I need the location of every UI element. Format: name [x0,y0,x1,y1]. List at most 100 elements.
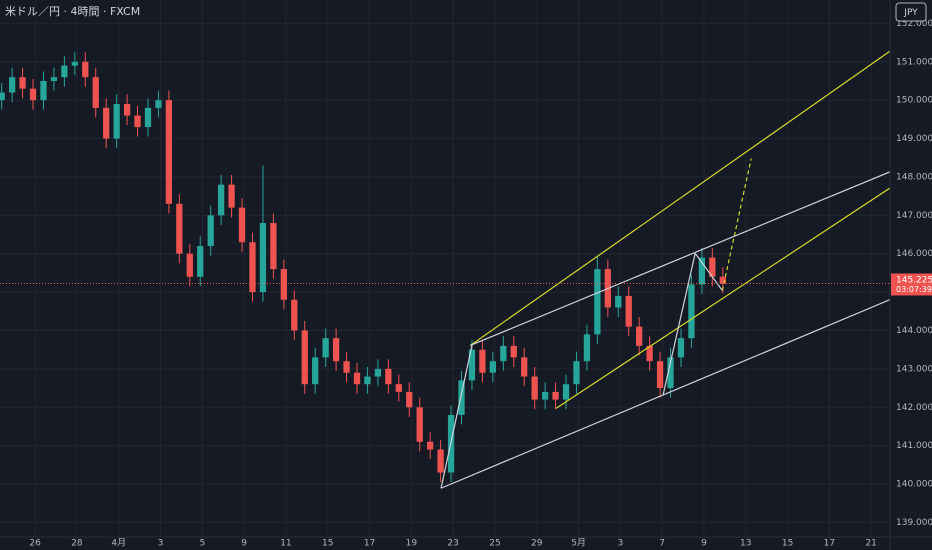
trend-line [469,50,890,346]
candle-body [82,61,89,78]
y-tick-label: 140.000 [896,480,932,490]
trend-line [662,253,696,396]
candle-body [500,345,507,362]
candle-body [207,215,214,247]
x-tick-label: 17 [364,539,375,549]
candle-body [19,77,26,89]
y-tick-label: 152.000 [896,19,932,29]
x-tick-label: 15 [322,539,333,549]
x-tick-label: 3 [617,539,623,549]
candle-body [395,384,402,392]
trend-line [555,187,890,409]
grid [0,0,890,537]
x-tick-label: 23 [447,539,458,549]
candle-body [583,334,591,362]
candle-body [427,441,434,450]
x-tick-label: 19 [406,539,418,549]
candle-body [123,104,131,116]
x-tick-label: 25 [489,539,500,549]
trend-line [470,171,890,347]
candle-body [636,326,643,346]
candle-body [291,299,298,331]
candle-body [113,104,120,139]
x-tick-label: 15 [782,539,793,549]
x-tick-label: 26 [29,539,41,549]
candle-body [8,77,16,93]
trend-line [440,345,473,489]
candle-body [573,361,580,385]
candle-body [458,380,465,415]
y-tick-label: 142.000 [896,403,932,413]
candle-body [709,257,716,277]
candle-body [374,368,382,377]
y-tick-label: 144.000 [896,326,932,336]
candle-body [238,207,246,243]
x-tick-label: 21 [865,539,876,549]
candle-body [698,257,706,285]
candle-body [479,349,486,373]
candle-body [541,391,549,400]
trend-line [721,158,752,291]
candle-body [50,77,58,81]
candle-body [40,80,47,101]
candle-body [103,107,110,139]
x-tick-label: 5月 [571,538,586,549]
candle-body [176,203,183,254]
candle-body [531,376,538,400]
currency-label[interactable]: JPY [903,8,918,18]
currency-button[interactable] [895,2,927,22]
candle-body [186,253,193,277]
x-tick-label: 5 [199,539,205,549]
last-price-label: 145.225 [896,275,932,285]
x-tick-label: 13 [740,539,751,549]
candle-body [92,77,99,108]
candle-body [510,345,517,358]
candle-body [165,100,173,204]
y-tick-label: 148.000 [896,172,932,182]
candle-body [218,184,225,216]
y-tick-label: 151.000 [896,57,932,67]
y-tick-label: 150.000 [896,96,932,106]
candle-body [562,384,570,400]
last-price-box [891,273,932,296]
candle-body [144,107,152,128]
x-tick-label: 28 [71,539,83,549]
candle-body [364,376,371,385]
candle-body [343,361,350,373]
candle-body [71,61,78,66]
candle-body [625,295,632,327]
chart-title: 米ドル／円 · 4時間 · FXCM [5,5,140,18]
candle-body [468,349,476,381]
x-tick-label: 4月 [111,538,126,549]
candle-body [259,223,267,293]
candle-body [332,338,340,362]
candle-body [249,242,256,293]
candle-body [437,449,444,473]
trend-line [694,252,723,291]
y-tick-label: 141.000 [896,441,932,451]
candle-body [280,269,287,300]
x-tick-label: 9 [241,539,247,549]
y-tick-label: 139.000 [896,518,932,528]
x-tick-label: 3 [158,539,164,549]
y-tick-label: 146.000 [896,249,932,259]
candle-body [353,372,361,385]
candle-body [228,184,235,208]
candle-body [155,100,162,108]
candle-body [270,223,277,270]
trend-line [440,299,890,489]
candle-body [667,357,674,389]
x-tick-label: 7 [659,539,665,549]
candle-body [134,115,141,128]
x-tick-label: 11 [280,539,291,549]
candle-body [61,65,68,78]
candle-body [385,368,392,385]
x-tick-label: 9 [701,539,707,549]
candle-body [489,361,497,373]
candle-body [301,330,308,385]
y-tick-label: 149.000 [896,134,932,144]
x-tick-label: 29 [531,539,543,549]
plot-area [0,50,890,489]
candle-body [406,391,413,408]
